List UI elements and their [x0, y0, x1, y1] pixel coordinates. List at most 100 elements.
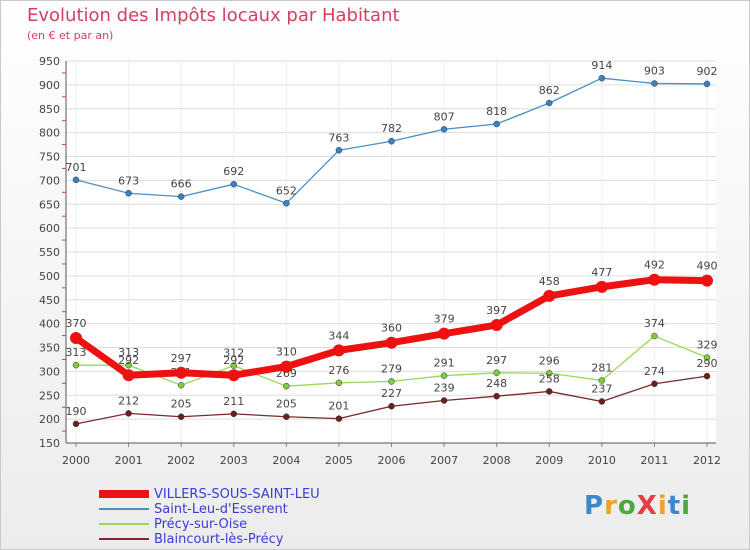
data-label-saint-leu-d-esserent: 666 — [171, 178, 192, 191]
data-point-blaincourt-l-s-pr-cy — [230, 410, 237, 418]
chart-subtitle: (en € et par an) — [27, 29, 114, 42]
legend-label-precy: Précy-sur-Oise — [154, 517, 248, 532]
logo-letter: i — [681, 491, 692, 521]
data-point-blaincourt-l-s-pr-cy — [493, 392, 500, 400]
data-label-blaincourt-l-s-pr-cy: 290 — [697, 357, 718, 370]
y-tick-label: 150 — [39, 437, 60, 450]
x-tick-label: 2005 — [325, 454, 353, 467]
data-label-blaincourt-l-s-pr-cy: 211 — [223, 395, 244, 408]
data-point-blaincourt-l-s-pr-cy — [440, 397, 448, 404]
x-tick-label: 2001 — [115, 454, 143, 467]
y-tick-label: 350 — [39, 342, 60, 355]
data-point-pr-cy-sur-oise — [546, 370, 553, 377]
data-point-saint-leu-d-esserent — [283, 200, 290, 207]
data-point-villers-sous-saint-leu — [438, 327, 451, 340]
logo-letter: X — [636, 491, 658, 521]
data-label-blaincourt-l-s-pr-cy: 237 — [591, 382, 612, 395]
data-label-saint-leu-d-esserent: 763 — [328, 131, 349, 144]
data-point-blaincourt-l-s-pr-cy — [388, 402, 395, 410]
data-point-saint-leu-d-esserent — [651, 80, 658, 87]
y-tick-label: 650 — [39, 198, 60, 211]
chart-title: Evolution des Impôts locaux par Habitant — [27, 5, 400, 26]
y-tick-label: 500 — [39, 270, 60, 283]
data-label-saint-leu-d-esserent: 692 — [223, 165, 244, 178]
legend-swatch-blaincourt — [99, 538, 149, 540]
data-point-saint-leu-d-esserent — [125, 190, 132, 197]
data-point-blaincourt-l-s-pr-cy — [703, 372, 711, 380]
data-label-blaincourt-l-s-pr-cy: 258 — [539, 372, 560, 385]
x-tick-label: 2008 — [483, 454, 511, 467]
data-point-saint-leu-d-esserent — [230, 180, 237, 188]
data-label-saint-leu-d-esserent: 818 — [486, 105, 507, 118]
y-tick-label: 400 — [39, 318, 60, 331]
data-label-villers-sous-saint-leu: 292 — [223, 354, 244, 367]
data-label-blaincourt-l-s-pr-cy: 248 — [486, 377, 507, 390]
x-tick-label: 2000 — [62, 454, 90, 467]
y-tick-label: 550 — [39, 246, 60, 259]
legend-swatch-saint-leu — [99, 508, 149, 510]
data-label-saint-leu-d-esserent: 807 — [434, 110, 455, 123]
y-tick-label: 700 — [39, 174, 60, 187]
data-point-saint-leu-d-esserent — [703, 80, 711, 88]
data-label-villers-sous-saint-leu: 458 — [539, 275, 560, 288]
legend-label-villers: VILLERS-SOUS-SAINT-LEU — [154, 487, 320, 502]
data-label-blaincourt-l-s-pr-cy: 205 — [276, 398, 297, 411]
legend-label-blaincourt: Blaincourt-lès-Précy — [154, 532, 284, 547]
data-label-villers-sous-saint-leu: 292 — [118, 354, 139, 367]
logo-letter: o — [617, 491, 637, 521]
data-label-pr-cy-sur-oise: 297 — [486, 354, 507, 367]
data-label-villers-sous-saint-leu: 492 — [644, 259, 665, 272]
data-label-blaincourt-l-s-pr-cy: 227 — [381, 387, 402, 400]
data-label-saint-leu-d-esserent: 701 — [66, 161, 87, 174]
data-label-saint-leu-d-esserent: 782 — [381, 122, 402, 135]
logo-letter: P — [584, 491, 605, 521]
y-tick-label: 200 — [39, 413, 60, 426]
y-tick-label: 950 — [39, 55, 60, 68]
data-point-pr-cy-sur-oise — [493, 369, 500, 377]
data-point-saint-leu-d-esserent — [177, 193, 185, 200]
data-point-saint-leu-d-esserent — [335, 147, 343, 154]
data-label-pr-cy-sur-oise: 279 — [381, 362, 402, 375]
y-tick-label: 850 — [39, 103, 60, 116]
data-label-villers-sous-saint-leu: 310 — [276, 346, 297, 359]
data-point-saint-leu-d-esserent — [493, 120, 500, 128]
data-point-blaincourt-l-s-pr-cy — [651, 380, 658, 388]
data-label-villers-sous-saint-leu: 344 — [328, 329, 349, 342]
y-tick-label: 600 — [39, 222, 60, 235]
data-point-blaincourt-l-s-pr-cy — [283, 413, 290, 420]
data-point-saint-leu-d-esserent — [546, 99, 553, 107]
data-label-pr-cy-sur-oise: 276 — [328, 364, 349, 377]
data-point-villers-sous-saint-leu — [122, 369, 135, 382]
data-point-villers-sous-saint-leu — [648, 273, 661, 286]
data-point-saint-leu-d-esserent — [440, 126, 448, 133]
x-tick-label: 2007 — [430, 454, 458, 467]
data-label-saint-leu-d-esserent: 862 — [539, 84, 560, 97]
data-label-villers-sous-saint-leu: 490 — [697, 260, 718, 273]
x-tick-label: 2003 — [220, 454, 248, 467]
data-label-villers-sous-saint-leu: 370 — [66, 317, 87, 330]
data-label-blaincourt-l-s-pr-cy: 190 — [66, 405, 87, 418]
data-point-pr-cy-sur-oise — [72, 361, 80, 369]
data-point-pr-cy-sur-oise — [388, 378, 395, 385]
x-tick-label: 2009 — [535, 454, 563, 467]
data-point-pr-cy-sur-oise — [230, 362, 237, 369]
data-point-pr-cy-sur-oise — [125, 361, 132, 369]
y-tick-label: 900 — [39, 79, 60, 92]
data-point-pr-cy-sur-oise — [283, 382, 290, 390]
data-label-villers-sous-saint-leu: 477 — [591, 266, 612, 279]
data-label-villers-sous-saint-leu: 360 — [381, 322, 402, 335]
data-label-blaincourt-l-s-pr-cy: 212 — [118, 394, 139, 407]
data-point-villers-sous-saint-leu — [227, 369, 240, 382]
data-label-blaincourt-l-s-pr-cy: 201 — [328, 400, 349, 413]
legend-label-saint-leu: Saint-Leu-d'Esserent — [154, 502, 288, 517]
data-point-villers-sous-saint-leu — [595, 280, 608, 293]
data-point-villers-sous-saint-leu — [175, 366, 188, 379]
logo-letter: i — [657, 491, 668, 521]
legend-swatch-precy — [99, 523, 149, 525]
data-point-villers-sous-saint-leu — [70, 331, 82, 344]
data-label-pr-cy-sur-oise: 313 — [66, 346, 87, 359]
data-point-pr-cy-sur-oise — [177, 381, 185, 389]
y-tick-label: 250 — [39, 389, 60, 402]
data-point-blaincourt-l-s-pr-cy — [177, 413, 185, 420]
